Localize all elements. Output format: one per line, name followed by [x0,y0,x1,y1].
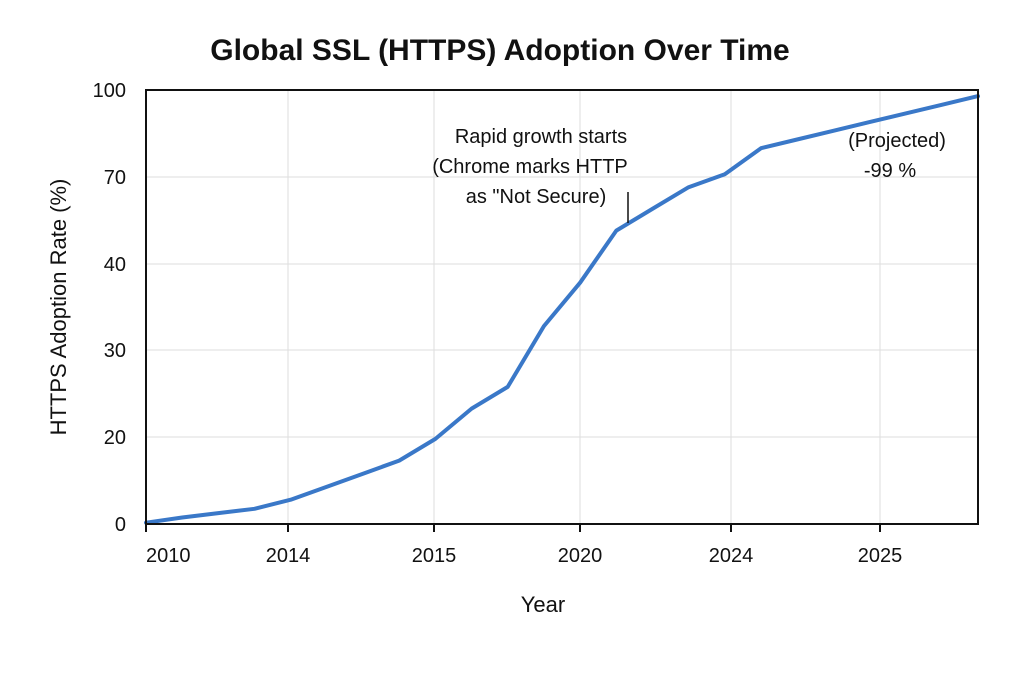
y-tick-label: 30 [104,340,126,362]
y-tick-label: 70 [104,167,126,189]
y-tick-label: 40 [104,254,126,276]
annotation-projected-line-1: (Projected) [848,130,946,152]
annotation-growth-line-2: (Chrome marks HTTP [432,156,628,178]
y-tick-label: 100 [93,80,126,102]
y-axis-label: HTTPS Adoption Rate (%) [46,179,71,436]
x-axis-label: Year [521,592,565,617]
x-tick-label: 2025 [858,545,903,567]
x-tick-label: 2010 [146,545,191,567]
plot-border [145,89,979,525]
annotation-growth-line-1: Rapid growth starts [455,126,627,148]
annotation-projected-line-2: -99 % [864,160,916,182]
x-axis-ticks: 2010 2014 2015 2020 2024 2025 [145,524,903,567]
y-axis-ticks: 0 20 30 40 70 100 [93,80,126,536]
chart-title: Global SSL (HTTPS) Adoption Over Time [210,34,790,67]
x-tick-label: 2020 [558,545,603,567]
annotation-projected: (Projected) -99 % [848,130,946,182]
grid-lines [146,90,978,524]
y-tick-label: 20 [104,427,126,449]
annotation-rapid-growth: Rapid growth starts (Chrome marks HTTP a… [432,126,629,223]
x-tick-label: 2024 [709,545,754,567]
annotation-growth-line-3: as "Not Secure) [466,186,607,208]
https-adoption-series-line [144,94,980,525]
y-tick-label: 0 [115,514,126,536]
x-tick-label: 2015 [412,545,457,567]
x-tick-label: 2014 [266,545,311,567]
